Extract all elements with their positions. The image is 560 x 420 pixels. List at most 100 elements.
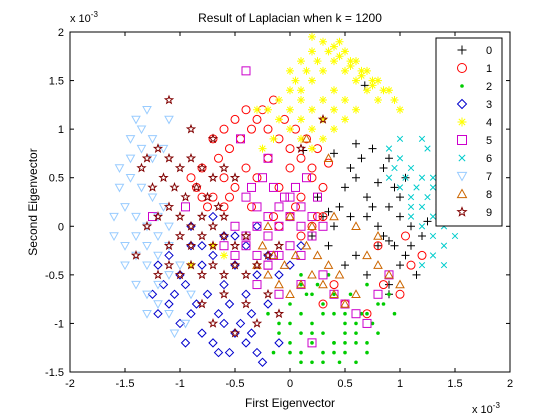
data-point-series-8 — [373, 260, 383, 269]
data-point-series-4 — [275, 96, 283, 104]
data-point-series-9 — [207, 133, 219, 144]
data-point-series-4 — [297, 57, 305, 66]
data-point-series-1 — [307, 163, 317, 173]
data-point-series-9 — [251, 259, 263, 270]
data-point-series-0 — [385, 236, 393, 245]
data-point-series-9 — [218, 211, 230, 221]
data-point-series-5 — [373, 289, 383, 299]
data-point-series-3 — [252, 347, 262, 358]
data-point-series-8 — [301, 133, 312, 143]
data-point-series-6 — [440, 261, 448, 269]
data-point-series-2 — [365, 282, 369, 287]
data-point-series-8 — [290, 250, 301, 260]
legend-marker-0 — [457, 45, 467, 55]
series-9 — [130, 94, 329, 338]
data-point-series-5 — [241, 192, 251, 202]
y-tick-label: -0.5 — [45, 270, 64, 282]
x-axis-label: First Eigenvector — [245, 396, 335, 410]
data-point-series-7 — [114, 183, 125, 193]
data-point-series-8 — [301, 240, 312, 250]
data-point-series-6 — [402, 174, 409, 181]
data-point-series-3 — [274, 338, 284, 348]
data-point-series-1 — [324, 158, 333, 168]
data-point-series-2 — [299, 282, 303, 287]
data-point-series-8 — [323, 260, 334, 269]
data-point-series-5 — [236, 134, 245, 144]
data-point-series-2 — [343, 341, 347, 345]
data-point-series-5 — [252, 221, 262, 231]
data-point-series-9 — [262, 288, 274, 299]
data-point-series-0 — [396, 261, 404, 270]
data-point-series-4 — [396, 105, 404, 114]
data-point-series-2 — [310, 341, 314, 345]
data-point-series-4 — [313, 57, 322, 66]
data-point-series-9 — [163, 152, 175, 163]
data-point-series-4 — [297, 134, 305, 143]
data-point-series-4 — [264, 105, 272, 114]
data-point-series-0 — [368, 144, 377, 153]
data-point-series-6 — [385, 145, 393, 152]
data-point-series-1 — [186, 173, 196, 183]
data-point-series-1 — [252, 173, 262, 183]
data-point-series-9 — [152, 269, 164, 280]
data-point-series-4 — [363, 86, 371, 95]
data-point-series-3 — [213, 309, 224, 319]
data-point-series-1 — [247, 202, 256, 212]
data-point-series-6 — [396, 155, 404, 162]
legend-item-8: 8 — [456, 188, 492, 201]
data-point-series-4 — [330, 86, 338, 95]
data-point-series-9 — [262, 250, 274, 260]
data-point-series-2 — [332, 350, 336, 355]
data-point-series-7 — [131, 280, 141, 290]
data-point-series-7 — [164, 310, 174, 319]
legend-item-5: 5 — [457, 135, 492, 147]
data-point-series-3 — [252, 270, 262, 280]
data-point-series-1 — [214, 153, 223, 163]
data-point-series-8 — [307, 221, 317, 230]
legend-marker-3 — [456, 98, 468, 110]
data-point-series-7 — [109, 232, 119, 242]
data-point-series-9 — [169, 182, 180, 192]
data-point-series-4 — [319, 96, 327, 104]
legend-label: 9 — [486, 207, 492, 219]
data-point-series-0 — [319, 212, 327, 221]
data-point-series-9 — [196, 269, 208, 280]
data-point-series-4 — [297, 115, 305, 124]
data-point-series-7 — [125, 174, 136, 183]
data-point-series-4 — [209, 241, 217, 250]
data-point-series-4 — [341, 66, 349, 75]
data-point-series-3 — [285, 260, 295, 270]
data-point-series-6 — [391, 164, 398, 172]
data-point-series-7 — [109, 212, 119, 222]
data-point-series-9 — [174, 162, 186, 173]
data-point-series-5 — [252, 202, 262, 212]
data-point-series-4 — [286, 66, 294, 75]
legend-marker-7 — [456, 171, 468, 182]
data-point-series-1 — [296, 192, 306, 202]
data-point-series-2 — [376, 331, 380, 335]
data-point-series-9 — [196, 211, 208, 221]
data-point-series-2 — [321, 302, 325, 306]
data-point-series-7 — [120, 242, 130, 251]
data-point-series-6 — [429, 174, 437, 181]
data-point-series-2 — [392, 311, 397, 316]
data-point-series-1 — [318, 299, 328, 309]
legend-item-6: 6 — [458, 153, 492, 165]
x-tick-label: -1.5 — [116, 378, 135, 390]
data-point-series-0 — [390, 183, 399, 192]
legend-label: 3 — [486, 99, 492, 111]
data-point-series-2 — [321, 360, 325, 365]
data-point-series-2 — [370, 321, 375, 326]
data-point-series-9 — [229, 240, 241, 251]
data-point-series-3 — [230, 231, 240, 241]
data-point-series-4 — [341, 96, 349, 104]
data-point-series-2 — [288, 341, 292, 345]
data-point-series-4 — [253, 105, 261, 114]
data-point-series-4 — [308, 125, 316, 134]
data-point-series-0 — [363, 193, 371, 202]
legend-marker-1 — [457, 63, 467, 73]
x-tick-label: 0 — [287, 378, 293, 390]
data-point-series-2 — [321, 350, 325, 355]
data-point-series-0 — [374, 178, 382, 187]
data-point-series-2 — [310, 321, 314, 326]
